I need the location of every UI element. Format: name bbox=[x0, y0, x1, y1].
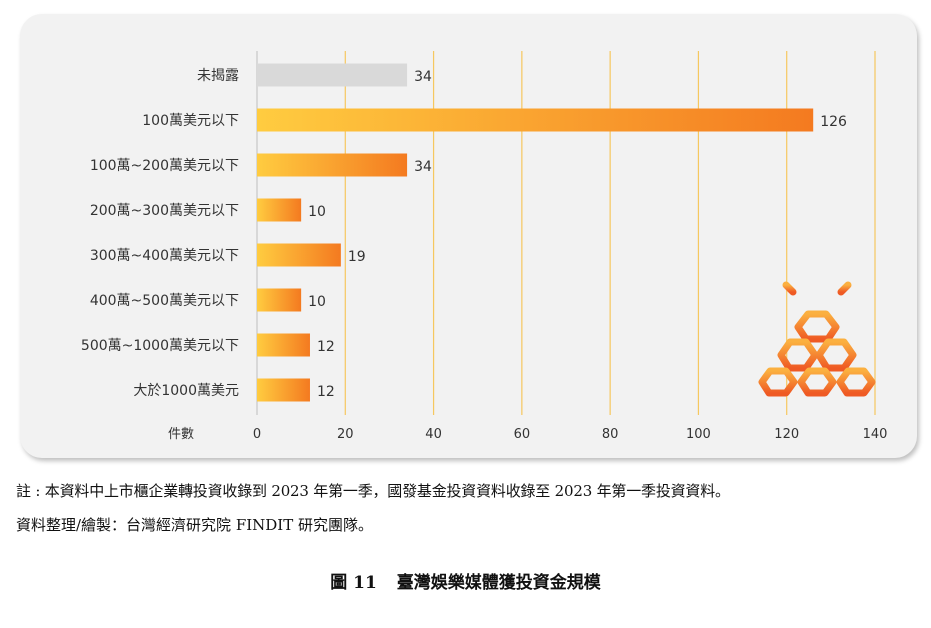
bar bbox=[257, 288, 302, 312]
bar-chart: 0 20 40 60 80 100 120 140 件數 未揭露 34 100萬美元以下 126 100萬… bbox=[81, 51, 888, 442]
category-label: 300萬~400萬美元以下 bbox=[90, 248, 239, 264]
figure-title: 臺灣娛樂媒體獲投資金規模 bbox=[396, 573, 601, 593]
x-axis-title: 件數 bbox=[168, 427, 194, 442]
footnote: 註 : 本資料中上市櫃企業轉投資收錄到 2023 年第一季，國發基金投資資料收錄… bbox=[16, 482, 730, 500]
x-tick-label: 60 bbox=[514, 427, 531, 442]
x-tick-label: 140 bbox=[863, 427, 888, 442]
value-label: 19 bbox=[348, 249, 366, 265]
bar bbox=[257, 243, 341, 267]
x-tick-label: 100 bbox=[686, 427, 711, 442]
bar bbox=[257, 333, 310, 357]
x-tick-label: 120 bbox=[774, 427, 799, 442]
value-label: 34 bbox=[414, 69, 432, 85]
value-label: 34 bbox=[414, 159, 432, 175]
category-label: 大於1000萬美元 bbox=[133, 383, 239, 399]
category-label: 200萬~300萬美元以下 bbox=[90, 203, 239, 219]
value-label: 12 bbox=[317, 339, 335, 355]
value-label: 126 bbox=[820, 114, 847, 130]
figure-caption: 圖 11 臺灣娛樂媒體獲投資金規模 bbox=[0, 568, 931, 593]
category-label: 100萬~200萬美元以下 bbox=[90, 158, 239, 174]
value-label: 10 bbox=[308, 204, 326, 220]
chart-card: 0 20 40 60 80 100 120 140 件數 未揭露 34 100萬美元以下 126 100萬… bbox=[20, 14, 917, 458]
bar bbox=[257, 198, 302, 222]
bar bbox=[257, 378, 310, 402]
category-label: 未揭露 bbox=[197, 68, 239, 84]
x-tick-label: 80 bbox=[602, 427, 619, 442]
value-label: 12 bbox=[317, 384, 335, 400]
category-label: 400萬~500萬美元以下 bbox=[90, 293, 239, 309]
x-tick-label: 20 bbox=[337, 427, 354, 442]
figure-number: 圖 11 bbox=[330, 573, 377, 593]
category-label: 500萬~1000萬美元以下 bbox=[81, 338, 239, 354]
bar bbox=[257, 63, 408, 87]
x-tick-label: 40 bbox=[425, 427, 442, 442]
x-tick-label: 0 bbox=[253, 427, 261, 442]
bar bbox=[257, 153, 408, 177]
source-credit: 資料整理/繪製：台灣經濟研究院 FINDIT 研究團隊。 bbox=[16, 516, 374, 534]
findit-logo-icon bbox=[758, 269, 876, 397]
bar bbox=[257, 108, 814, 132]
category-label: 100萬美元以下 bbox=[142, 113, 239, 129]
value-label: 10 bbox=[308, 294, 326, 310]
